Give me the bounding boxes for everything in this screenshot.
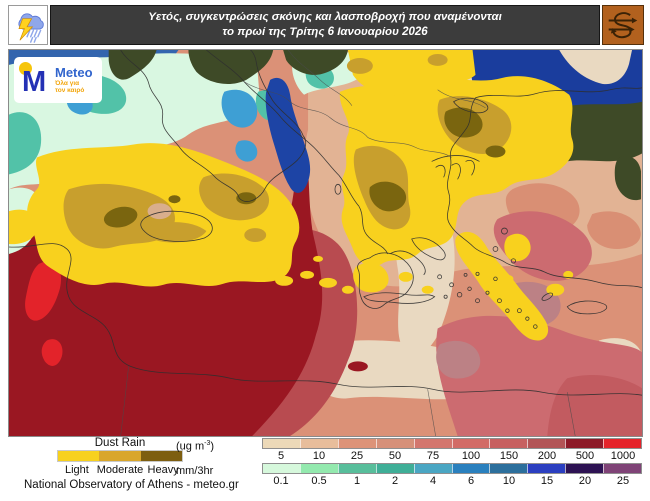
meteo-logo-m: M [22, 66, 47, 98]
coastlines [9, 50, 642, 396]
colorbar-tick-label: 10 [312, 450, 326, 462]
colorbar-tick-label: 75 [426, 450, 440, 462]
dust-transport-icon [602, 5, 644, 45]
storm-cloud-icon [8, 5, 48, 45]
colorbar-tick-label: 0.1 [273, 475, 289, 487]
forecast-map-svg [9, 50, 642, 436]
colorbar-segment [565, 439, 604, 448]
colorbar-tick-label: 6 [467, 475, 475, 487]
meteo-tagline-line1: Όλα για [55, 79, 80, 87]
colorbar-tick-label: 200 [537, 450, 557, 462]
colorbar-segment [263, 439, 300, 448]
header-title-line2: το πρωί της Τρίτης 6 Ιανουαρίου 2026 [222, 26, 428, 38]
meteo-tagline-line2: τον καιρό [55, 87, 85, 94]
colorbar-tick-label: 1000 [610, 450, 636, 462]
dust-rain-class-label: Moderate [96, 464, 144, 476]
colorbar-segment [299, 464, 338, 473]
dust-rain-moderate-swatch [99, 451, 141, 461]
colorbar-tick-label: 20 [578, 475, 592, 487]
colorbar-segment [337, 439, 376, 448]
colorbar-segment [603, 439, 642, 448]
meteo-logo-text: Meteo Όλα για τον καιρό [55, 64, 93, 95]
colorbar-tick-label: 25 [350, 450, 364, 462]
dust-rain-legend-bar [57, 450, 183, 462]
swirl-glyph [608, 12, 633, 39]
colorbar-segment [263, 464, 300, 473]
colorbar-tick-label: 25 [616, 475, 630, 487]
colorbar-segment [375, 464, 414, 473]
dust-colorbar-ticks: 5 10 25 50 75 100 150 200 500 1000 [262, 450, 642, 462]
colorbar-segment [489, 439, 528, 448]
storm-cloud-icon-svg [18, 13, 44, 43]
colorbar-segment [451, 464, 490, 473]
dust-colorbar-swatches [262, 438, 642, 449]
meteo-logo-mark: M [18, 60, 52, 100]
meteo-logo: M Meteo Όλα για τον καιρό [14, 57, 102, 103]
colorbar-tick-label: 4 [429, 475, 437, 487]
meteo-logo-dot [19, 62, 32, 75]
colorbar-segment [527, 464, 566, 473]
forecast-map [8, 49, 643, 437]
colorbar-segment [527, 439, 566, 448]
colorbar-segment [451, 439, 490, 448]
colorbar-segment [603, 464, 642, 473]
colorbar-tick-label: 5 [277, 450, 285, 462]
colorbar-segment [413, 464, 452, 473]
dust-rain-class-label: Light [64, 464, 89, 476]
rain-colorbar-swatches [262, 463, 642, 474]
dust-rain-heavy-areas [103, 107, 506, 228]
rain-lines [26, 29, 42, 43]
attribution-text: National Observatory of Athens - meteo.g… [24, 479, 239, 491]
colorbar-segment [565, 464, 604, 473]
colorbar-segment [375, 439, 414, 448]
aegean-islands [437, 227, 554, 329]
colorbar-tick-label: 500 [575, 450, 595, 462]
precipitation-colorbar: 0.1 0.5 1 2 4 6 10 15 20 25 [262, 463, 642, 487]
dust-rain-heavy-swatch [140, 451, 182, 461]
header-title-bar: Υετός, συγκεντρώσεις σκόνης και λασποβρο… [50, 5, 600, 45]
meteo-brand-name: Meteo [55, 64, 93, 80]
dust-rain-light-swatch [58, 451, 100, 461]
colorbar-tick-label: 150 [499, 450, 519, 462]
dust-rain-legend-labels: Light Moderate Heavy [57, 464, 183, 476]
header-title-line1: Υετός, συγκεντρώσεις σκόνης και λασποβρο… [148, 11, 502, 23]
colorbar-tick-label: 100 [461, 450, 481, 462]
colorbar-tick-label: 50 [388, 450, 402, 462]
colorbar-tick-label: 10 [502, 475, 516, 487]
colorbar-tick-label: 15 [540, 475, 554, 487]
dust-rain-class-label: Heavy [147, 464, 179, 476]
rain-colorbar-ticks: 0.1 0.5 1 2 4 6 10 15 20 25 [262, 475, 642, 487]
dust-gap-patch [147, 203, 172, 220]
dust-concentration-colorbar: 5 10 25 50 75 100 150 200 500 1000 [262, 438, 642, 462]
colorbar-segment [413, 439, 452, 448]
dust-scale-unit-label: (ug m-3) [176, 440, 215, 453]
colorbar-tick-label: 2 [391, 475, 399, 487]
country-borders [120, 50, 576, 436]
colorbar-tick-label: 1 [353, 475, 361, 487]
rain-scale-unit-label: mm/3hr [176, 465, 214, 477]
dust-transport-icon-svg [608, 12, 638, 39]
lightning-bolt [18, 18, 34, 41]
colorbar-segment [489, 464, 528, 473]
colorbar-segment [299, 439, 338, 448]
colorbar-tick-label: 0.5 [311, 475, 327, 487]
colorbar-segment [337, 464, 376, 473]
dust-rain-legend-title: Dust Rain [94, 437, 146, 449]
